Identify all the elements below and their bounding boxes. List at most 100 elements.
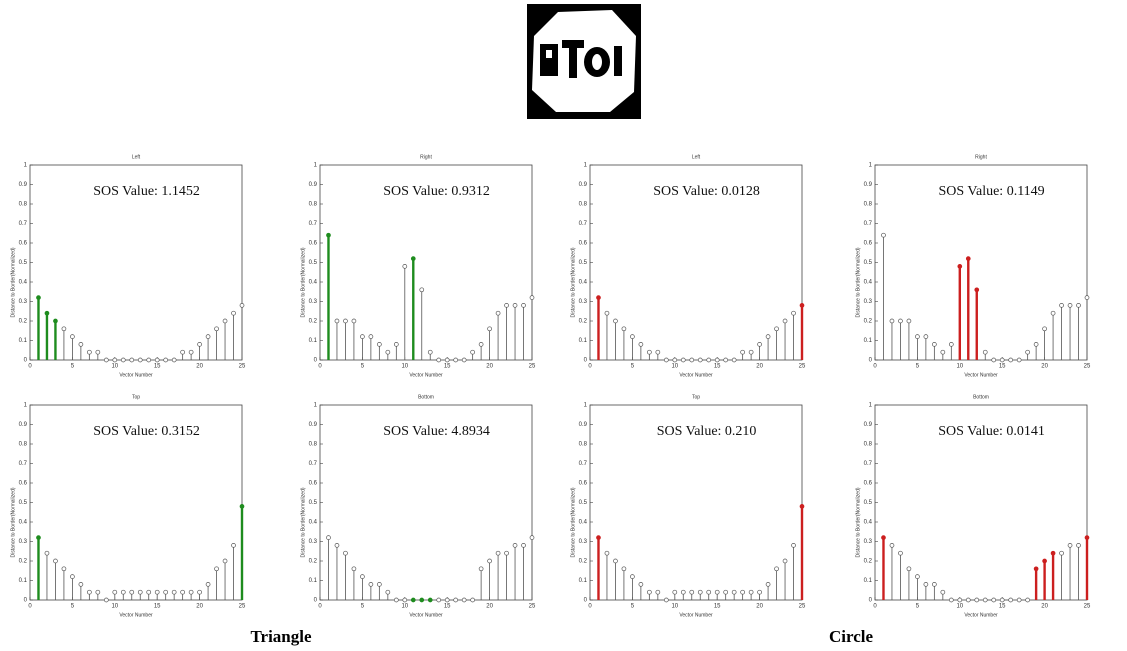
x-tick-label: 15 — [444, 604, 451, 610]
stem-marker — [487, 558, 492, 564]
stem-marker — [1076, 543, 1081, 548]
x-tick-label: 15 — [154, 364, 161, 370]
y-tick-label: 0.3 — [864, 299, 873, 305]
x-tick-label: 20 — [1041, 604, 1048, 610]
x-tick-label: 5 — [631, 604, 635, 610]
chart-title: Right — [420, 154, 432, 160]
y-tick-label: 1 — [584, 403, 588, 409]
stem-marker — [672, 357, 678, 363]
stem-marker — [78, 342, 84, 347]
stem-marker — [70, 574, 75, 579]
stem-marker — [427, 597, 433, 603]
chart-title: Bottom — [418, 394, 434, 400]
stem-marker — [680, 357, 686, 363]
y-axis-label: Distance to Border(Normalized) — [300, 247, 306, 317]
stem-marker — [889, 318, 895, 324]
stem-marker — [129, 589, 135, 595]
stem-marker — [360, 574, 365, 579]
stem-marker — [731, 357, 737, 363]
y-axis-label: Distance to Border(Normalized) — [855, 487, 861, 557]
y-tick-label: 0.1 — [19, 338, 28, 344]
y-tick-label: 0.7 — [309, 221, 318, 227]
stem-marker — [613, 318, 618, 324]
stem-marker — [231, 543, 236, 548]
stem-marker — [630, 334, 635, 339]
stem-marker — [334, 543, 340, 548]
y-axis-label: Distance to Border(Normalized) — [300, 487, 306, 557]
y-tick-label: 0.3 — [309, 299, 318, 305]
caption: Circle — [829, 627, 874, 646]
stem-marker — [655, 589, 661, 595]
stem-marker — [239, 504, 245, 509]
y-tick-label: 0.3 — [19, 299, 28, 305]
stem-marker — [529, 295, 535, 300]
stem-marker — [495, 550, 501, 556]
y-tick-label: 0.5 — [309, 260, 318, 266]
stem-marker — [748, 589, 754, 595]
stem-marker — [120, 589, 126, 595]
stem-marker — [1025, 349, 1030, 355]
stem-marker — [782, 558, 788, 564]
x-tick-label: 10 — [956, 604, 963, 610]
stem-marker — [1059, 550, 1064, 556]
stem-marker — [799, 303, 805, 308]
y-tick-label: 0.4 — [579, 280, 588, 286]
stem-marker — [680, 589, 686, 595]
stem-marker — [689, 589, 695, 595]
stem-marker — [940, 349, 946, 355]
stem-marker — [596, 295, 601, 300]
stem-marker — [714, 357, 720, 363]
stem-marker — [748, 349, 754, 355]
chart-title: Bottom — [973, 394, 989, 400]
stem-marker — [999, 597, 1005, 603]
stem-marker — [889, 543, 895, 548]
x-tick-label: 15 — [999, 604, 1006, 610]
y-tick-label: 1 — [869, 163, 873, 169]
x-tick-label: 5 — [361, 364, 365, 370]
y-tick-label: 1 — [584, 163, 588, 169]
stem-marker — [222, 558, 228, 564]
y-tick-label: 0.7 — [864, 221, 873, 227]
stem-marker — [765, 334, 771, 339]
y-tick-label: 0 — [869, 598, 873, 604]
y-tick-label: 0.6 — [309, 241, 318, 247]
stem-chart: Left Vector Number Distance to Border(Norm… — [10, 154, 246, 378]
stem-marker — [120, 357, 126, 363]
stem-marker — [1084, 295, 1090, 300]
stem-marker — [512, 303, 518, 308]
stem-marker — [36, 535, 41, 540]
stem-marker — [487, 326, 492, 332]
stem-chart: Right Vector Number Distance to Border(Nor… — [855, 154, 1091, 378]
stem-marker — [444, 357, 450, 363]
y-tick-label: 0.1 — [309, 338, 318, 344]
y-tick-label: 0.4 — [309, 280, 318, 286]
stem-marker — [1016, 597, 1022, 603]
y-tick-label: 1 — [24, 163, 28, 169]
y-tick-label: 0.8 — [19, 442, 28, 448]
stem-marker — [478, 342, 484, 347]
stem-marker — [663, 357, 669, 363]
stem-marker — [393, 597, 399, 603]
stem-marker — [461, 357, 467, 363]
sos-annotation: SOS Value: 0.9312 — [383, 184, 490, 199]
y-tick-label: 0.7 — [309, 461, 318, 467]
y-tick-label: 0.4 — [19, 280, 28, 286]
x-tick-label: 25 — [239, 604, 246, 610]
x-tick-label: 15 — [999, 364, 1006, 370]
x-tick-label: 15 — [714, 604, 721, 610]
y-tick-label: 0.8 — [864, 202, 873, 208]
stem-marker — [799, 504, 805, 509]
stem-marker — [689, 357, 695, 363]
x-tick-label: 20 — [196, 364, 203, 370]
x-tick-label: 25 — [529, 604, 536, 610]
stem-marker — [87, 589, 92, 595]
y-tick-label: 0.2 — [19, 559, 28, 565]
stem-marker — [774, 326, 779, 332]
stem-marker — [205, 582, 211, 587]
y-tick-label: 0 — [584, 358, 588, 364]
sos-annotation: SOS Value: 0.210 — [657, 424, 757, 439]
stem-marker — [991, 597, 997, 603]
x-axis-label: Vector Number — [119, 612, 153, 618]
stem-marker — [757, 589, 762, 595]
